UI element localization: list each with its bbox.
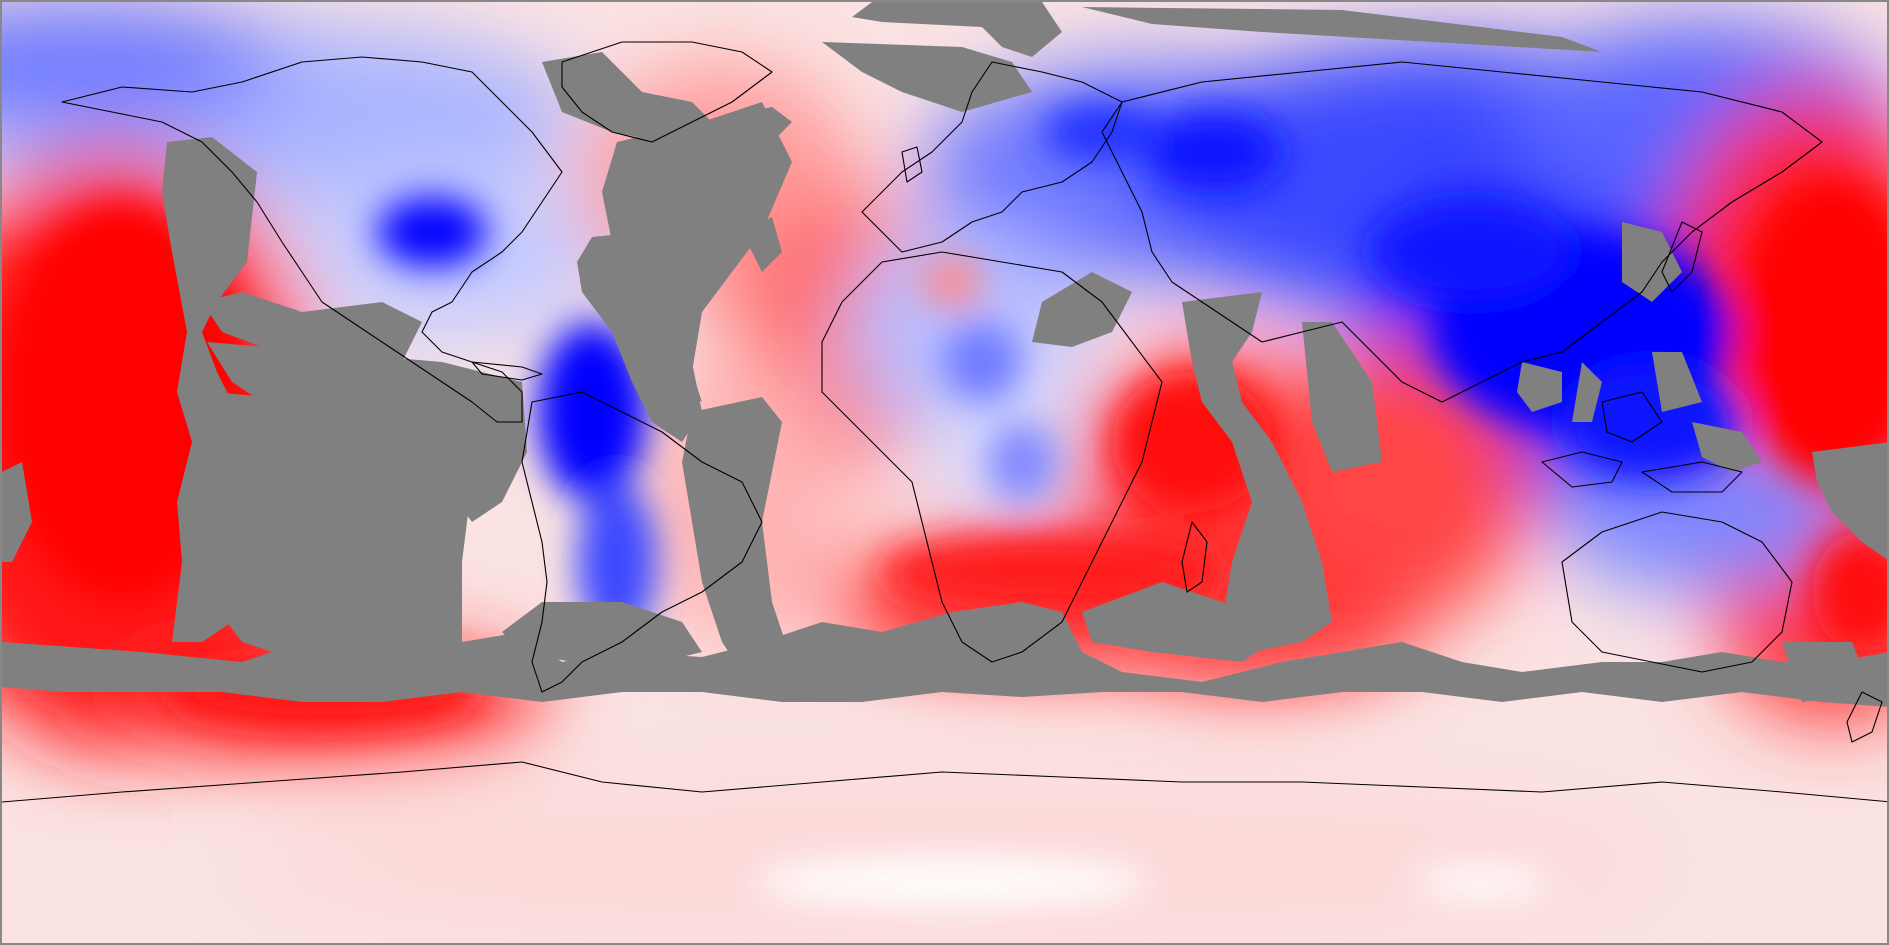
coastlines: [2, 41, 1887, 803]
no-data-regions: [2, 2, 1887, 707]
